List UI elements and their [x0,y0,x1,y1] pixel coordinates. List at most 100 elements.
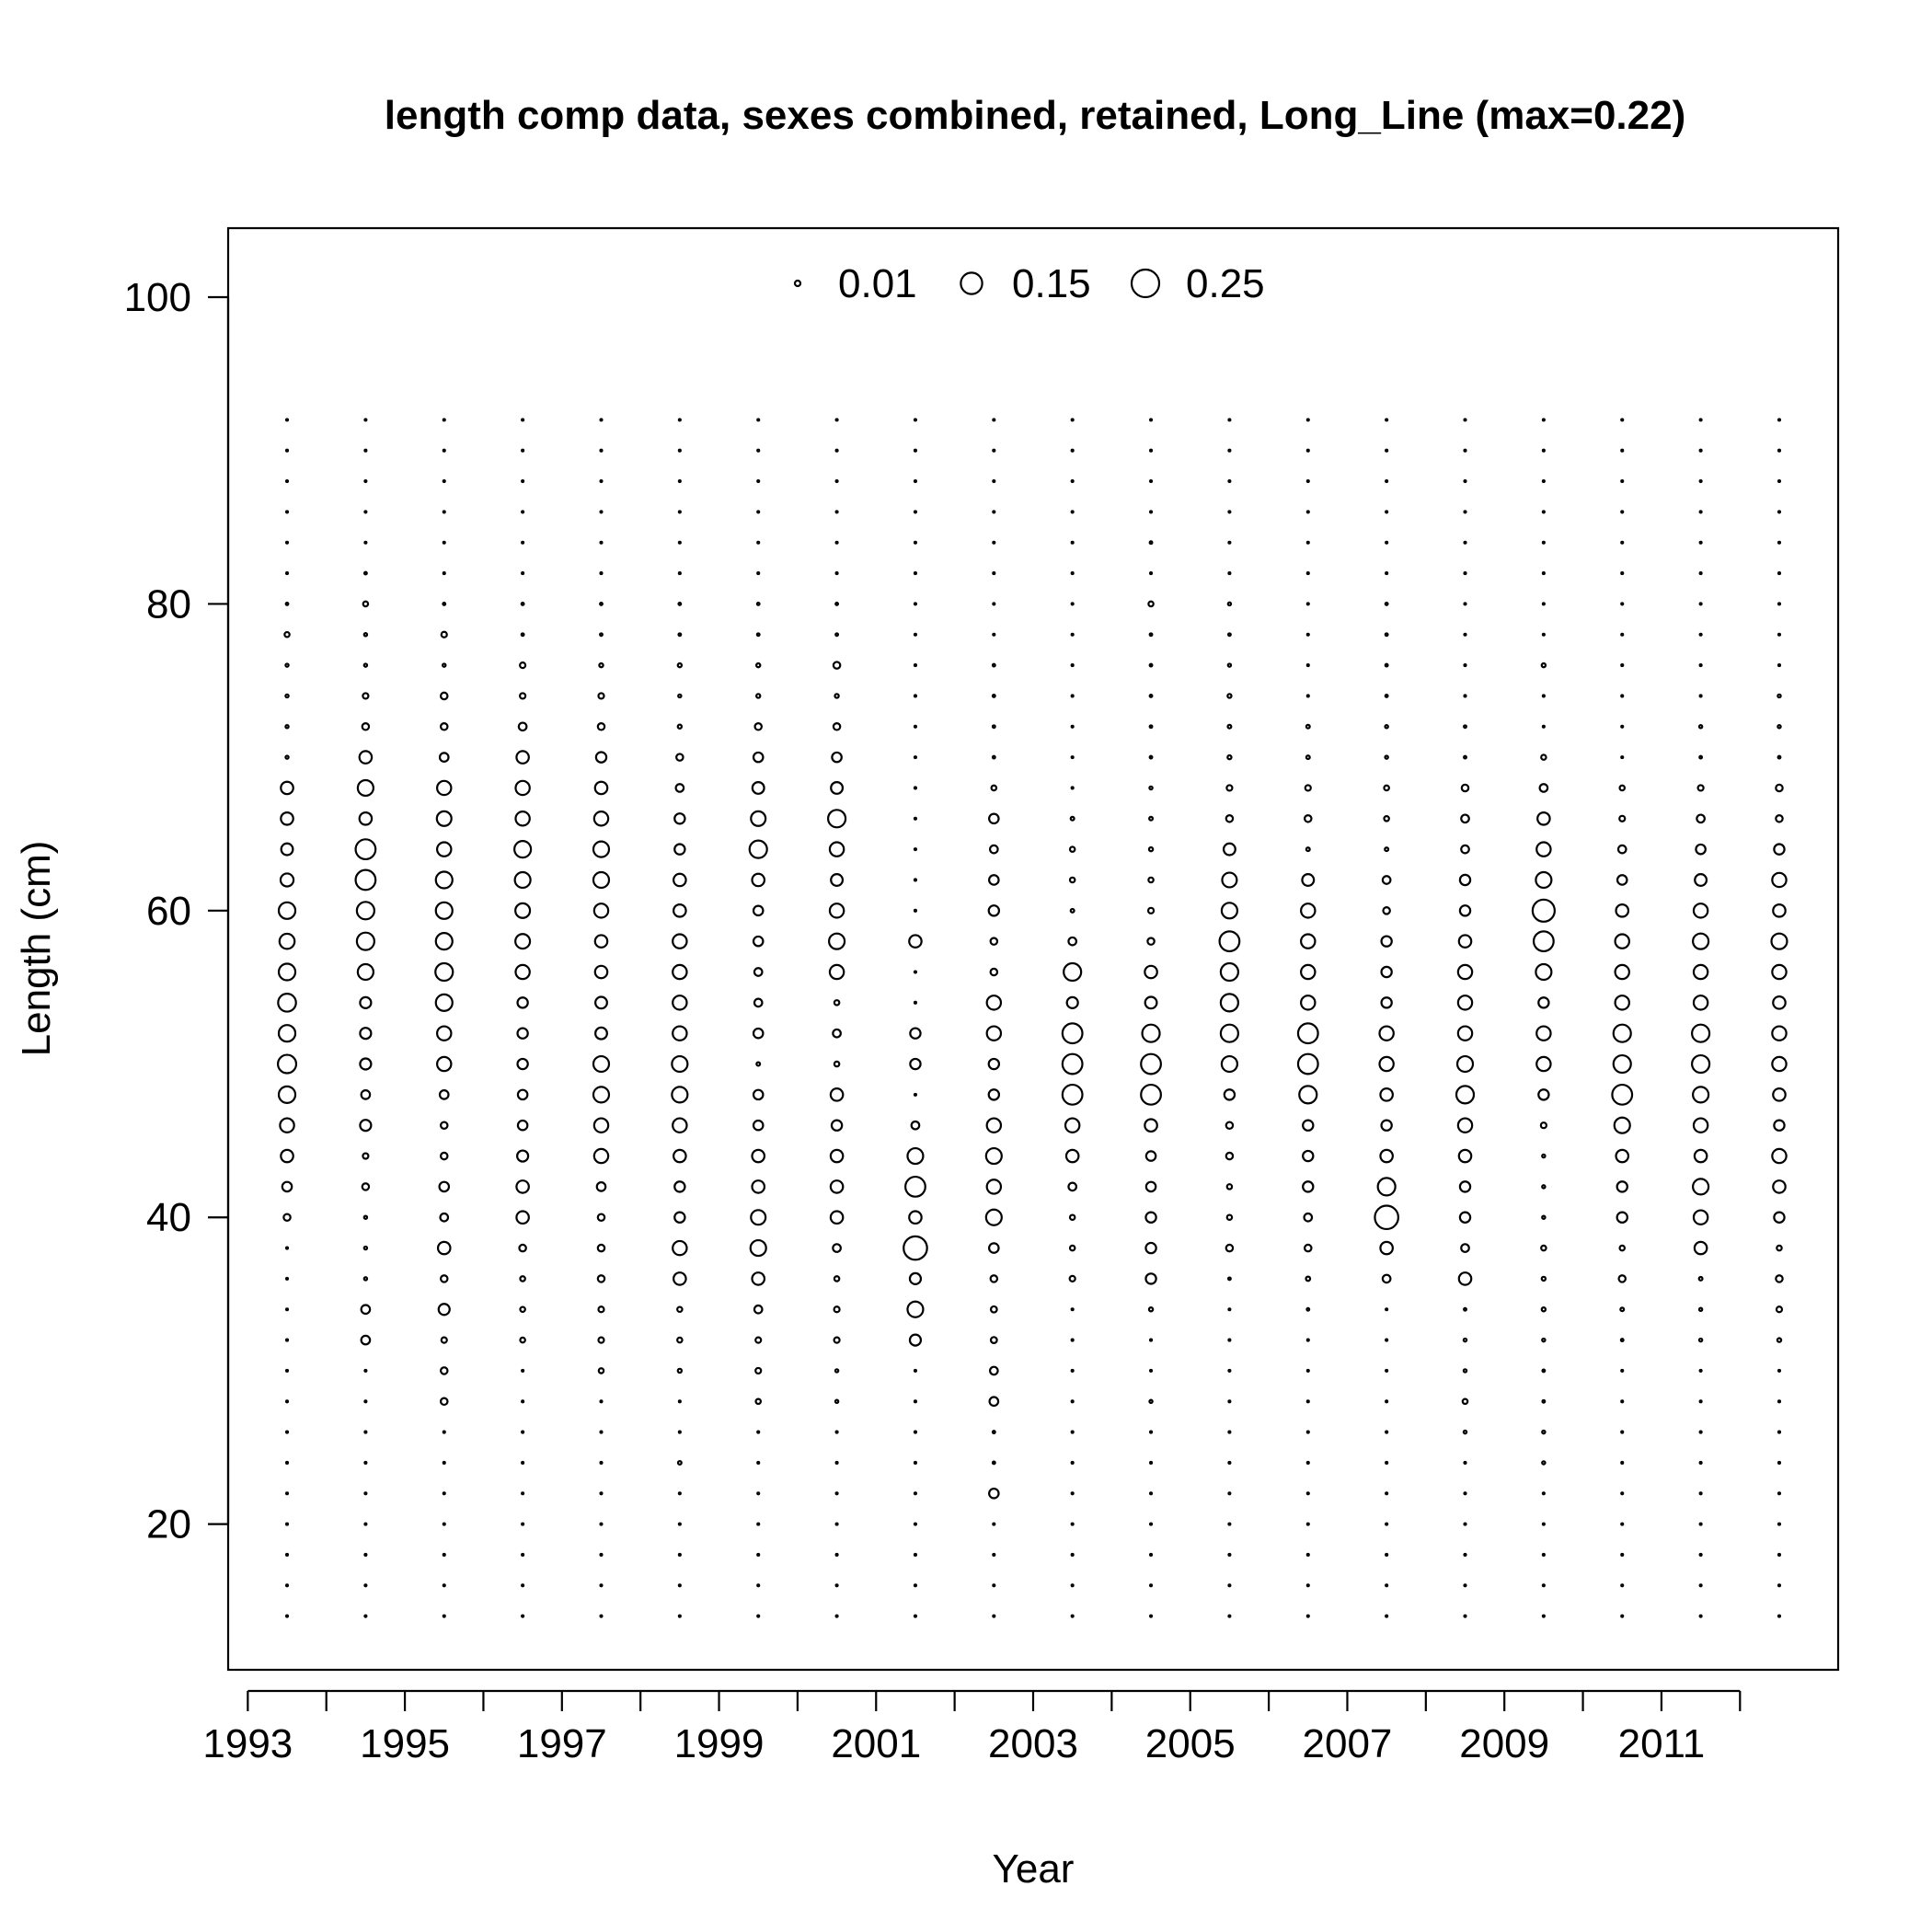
bubble-point [1458,1180,1472,1193]
bubble-point [1535,1055,1552,1073]
bubble-point [1698,540,1703,545]
bubble-point [1463,602,1467,606]
bubble-point [521,1460,525,1465]
bubble-point [1698,448,1703,453]
bubble-point [1225,814,1235,823]
bubble-point [1777,571,1782,576]
bubble-point [280,1148,294,1164]
bubble-point [1541,1552,1546,1558]
bubble-point [1380,965,1393,979]
bubble-point [438,1180,451,1193]
bubble-point [677,571,682,576]
bubble-point [827,809,847,829]
bubble-point [1300,933,1317,949]
bubble-point [1227,479,1232,484]
bubble-point [1302,1149,1315,1163]
bubble-point [354,838,377,861]
bubble-point [672,1239,688,1257]
bubble-point [596,1213,606,1222]
bubble-point [1147,600,1155,608]
bubble-point [439,1212,450,1223]
bubble-point [1456,1117,1474,1133]
bubble-point [277,962,297,982]
bubble-point [677,1491,682,1496]
bubble-point [1378,1055,1395,1073]
bubble-point [599,479,604,484]
bubble-point [599,1430,604,1434]
bubble-point [1147,1306,1155,1313]
bubble-point [1777,448,1782,453]
bubble-point [278,932,296,950]
bubble-point [1305,418,1310,422]
bubble-point [442,1552,446,1558]
bubble-point [1149,1552,1154,1558]
bubble-point [834,1583,839,1588]
bubble-point [1770,932,1788,950]
bubble-point [1219,1023,1240,1043]
bubble-point [984,1208,1003,1226]
bubble-point [677,1522,682,1526]
bubble-point [1305,1552,1310,1558]
bubble-point [599,1399,604,1404]
bubble-point [830,873,845,887]
bubble-point [1463,663,1467,668]
bubble-point [1221,871,1238,889]
bubble-point [1065,995,1079,1009]
bubble-point [438,752,450,763]
bubble-point [284,479,290,484]
x-tick-label: 1999 [674,1721,765,1766]
bubble-point [756,448,761,453]
bubble-point [597,692,605,700]
bubble-point [1222,842,1236,857]
bubble-point [1070,1491,1075,1496]
bubble-point [1462,1429,1468,1435]
bubble-point [442,601,447,606]
bubble-point [599,1614,604,1618]
bubble-point [1226,723,1233,730]
bubble-point [834,571,839,576]
bubble-point [1692,995,1709,1011]
bubble-point [913,755,917,760]
bubble-point [521,448,525,453]
bubble-point [991,1460,996,1466]
bubble-point [521,1583,525,1588]
bubble-point [1698,1460,1703,1465]
bubble-point [677,632,683,638]
bubble-point [913,418,917,422]
bubble-point [280,842,294,857]
bubble-point [1620,1491,1625,1496]
bubble-point [913,1491,917,1496]
bubble-point [1616,1180,1628,1193]
bubble-point [1460,1243,1470,1253]
bubble-point [1771,1055,1788,1073]
bubble-point [756,1552,761,1558]
bubble-point [1070,418,1075,422]
bubble-point [1698,663,1703,668]
bubble-point [1068,1244,1076,1252]
y-tick-label: 100 [124,275,191,320]
bubble-point [675,753,684,762]
bubble-point [1541,1522,1546,1526]
bubble-point [755,601,761,606]
bubble-point [1148,693,1154,698]
bubble-point [1305,1368,1310,1373]
bubble-point [442,448,446,453]
bubble-point [435,810,453,827]
bubble-point [989,1274,999,1283]
bubble-point [913,786,917,790]
bubble-point [1773,1119,1786,1132]
bubble-point [1696,813,1706,824]
bubble-point [989,937,999,946]
bubble-point [834,1430,839,1434]
bubble-point [992,448,996,453]
bubble-point [1777,1430,1782,1434]
bubble-point [1305,1430,1310,1434]
bubble-point [1379,1087,1394,1102]
bubble-point [1531,898,1556,923]
bubble-point [276,1053,298,1075]
bubble-point [834,479,839,484]
bubble-point [284,1460,290,1465]
bubble-point [1225,1243,1235,1253]
bubble-point [1463,540,1467,545]
bubble-point [1614,995,1630,1011]
